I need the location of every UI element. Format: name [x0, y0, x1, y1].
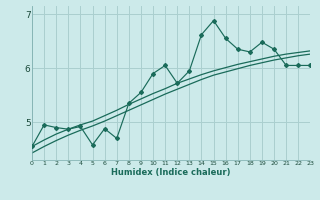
X-axis label: Humidex (Indice chaleur): Humidex (Indice chaleur)	[111, 168, 231, 177]
